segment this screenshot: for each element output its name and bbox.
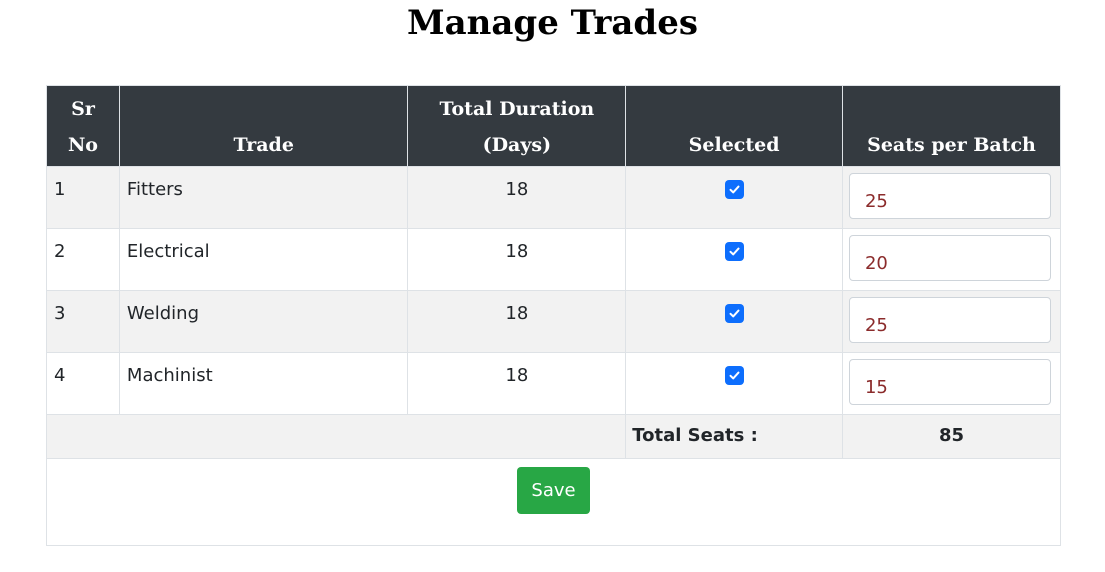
sr-cell: 3 — [46, 290, 120, 353]
trades-table: Sr No Trade Total Duration (Days) Select… — [45, 85, 1062, 459]
total-spacer — [45, 414, 627, 459]
selected-cell — [625, 228, 843, 291]
duration-cell: 18 — [407, 166, 627, 229]
duration-cell: 18 — [407, 290, 627, 353]
check-icon — [729, 185, 740, 194]
selected-cell — [625, 290, 843, 353]
selected-checkbox[interactable] — [724, 180, 744, 199]
seats-input[interactable] — [848, 173, 1051, 219]
duration-cell: 18 — [407, 352, 627, 415]
save-button[interactable]: Save — [517, 467, 590, 514]
header-duration-line1: Total Duration — [439, 98, 595, 120]
trade-cell: Electrical — [118, 228, 409, 291]
trade-cell: Fitters — [118, 166, 409, 229]
table-row: 3 Welding 18 — [46, 290, 1062, 353]
total-row: Total Seats : 85 — [45, 414, 1062, 459]
table-row: 4 Machinist 18 — [46, 352, 1062, 415]
check-icon — [729, 371, 740, 380]
header-duration-line2: (Days) — [482, 134, 552, 156]
seats-cell — [841, 352, 1062, 415]
total-seats-value: 85 — [841, 414, 1062, 459]
header-trade: Trade — [118, 85, 409, 167]
selected-checkbox[interactable] — [724, 242, 744, 261]
sr-cell: 2 — [46, 228, 120, 291]
seats-cell — [841, 166, 1062, 229]
table-row: 2 Electrical 18 — [46, 228, 1062, 291]
seats-input[interactable] — [848, 359, 1051, 405]
selected-cell — [625, 166, 843, 229]
header-seats: Seats per Batch — [841, 85, 1062, 167]
check-icon — [729, 309, 740, 318]
header-sr-no: Sr No — [46, 85, 120, 167]
page-title: Manage Trades — [407, 3, 698, 43]
header-selected: Selected — [625, 85, 843, 167]
seats-cell — [841, 290, 1062, 353]
sr-cell: 4 — [46, 352, 120, 415]
seats-cell — [841, 228, 1062, 291]
header-sr-no-line2: No — [67, 134, 98, 156]
seats-input[interactable] — [848, 235, 1051, 281]
trade-cell: Machinist — [118, 352, 409, 415]
table-row: 1 Fitters 18 — [46, 166, 1062, 229]
selected-checkbox[interactable] — [724, 366, 744, 385]
trade-cell: Welding — [118, 290, 409, 353]
header-duration: Total Duration (Days) — [407, 85, 627, 167]
header-sr-no-line1: Sr — [71, 98, 95, 120]
header-row: Sr No Trade Total Duration (Days) Select… — [46, 85, 1062, 167]
sr-cell: 1 — [46, 166, 120, 229]
selected-checkbox[interactable] — [724, 304, 744, 323]
check-icon — [729, 247, 740, 256]
seats-input[interactable] — [848, 297, 1051, 343]
duration-cell: 18 — [407, 228, 627, 291]
selected-cell — [625, 352, 843, 415]
total-seats-label: Total Seats : — [625, 414, 843, 459]
